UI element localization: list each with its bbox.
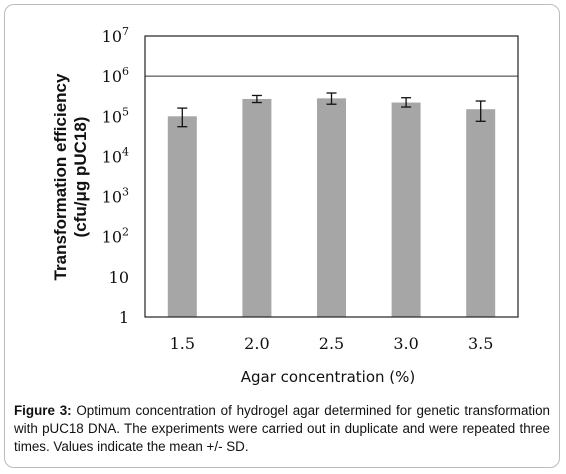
y-tick-label-0: 1	[119, 308, 129, 327]
x-tick-label-2.5: 2.5	[319, 334, 344, 353]
y-axis-label-line1: Transformation efficiency	[51, 73, 70, 280]
y-tick-label-6: 106	[102, 65, 129, 86]
y-tick-label-2: 102	[102, 226, 129, 247]
x-tick-label-2.0: 2.0	[244, 334, 269, 353]
bar-3.0	[391, 102, 421, 317]
y-tick-label-1: 10	[109, 268, 129, 287]
y-tick-label-4: 104	[102, 145, 129, 166]
error-bar-2.5	[326, 92, 337, 105]
x-tick-label-3.0: 3.0	[393, 334, 418, 353]
bar-2.0	[242, 98, 272, 317]
bar-1.5	[167, 116, 197, 318]
y-axis-label-line2: (cfu/μg pUC18)	[71, 117, 90, 238]
plot-area	[144, 35, 519, 318]
bar-chart: 1 10 102 103 104 105 106 107 1.5 2.0 2.5 3.0 3.5 Tr…	[51, 25, 519, 386]
caption-label: Figure 3:	[14, 403, 72, 418]
x-axis-label: Agar concentration (%)	[241, 368, 416, 386]
error-bar-3.0	[401, 97, 412, 108]
error-bar-2.0	[251, 94, 262, 104]
caption-text: Optimum concentration of hydrogel agar d…	[14, 403, 551, 454]
x-tick-label-3.5: 3.5	[468, 334, 493, 353]
error-bar-3.5	[475, 100, 486, 122]
error-bar-1.5	[177, 107, 188, 128]
bar-2.5	[317, 98, 346, 317]
y-tick-label-3: 103	[102, 186, 129, 207]
y-tick-label-5: 105	[102, 105, 129, 126]
y-tick-label-7: 107	[102, 25, 129, 46]
figure-caption: Figure 3: Optimum concentration of hydro…	[14, 402, 550, 456]
x-tick-label-1.5: 1.5	[170, 334, 195, 353]
bar-3.5	[466, 109, 496, 317]
